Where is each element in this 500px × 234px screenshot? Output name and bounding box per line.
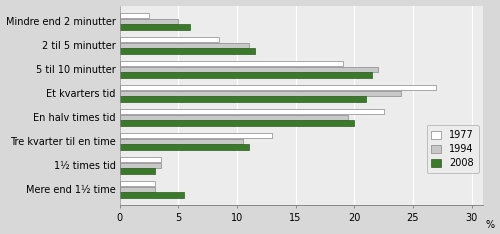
Bar bbox=[120, 37, 220, 42]
Bar bbox=[120, 109, 384, 114]
Bar bbox=[120, 192, 184, 198]
Bar bbox=[120, 66, 378, 72]
Bar bbox=[120, 96, 366, 102]
Text: %: % bbox=[485, 220, 494, 230]
Bar bbox=[120, 120, 354, 126]
Bar bbox=[120, 187, 155, 192]
Legend: 1977, 1994, 2008: 1977, 1994, 2008 bbox=[426, 125, 478, 173]
Bar bbox=[120, 133, 272, 138]
Bar bbox=[120, 48, 254, 54]
Bar bbox=[120, 115, 348, 120]
Bar bbox=[120, 13, 149, 18]
Bar bbox=[120, 168, 155, 174]
Bar bbox=[120, 181, 155, 186]
Bar bbox=[120, 18, 178, 24]
Bar bbox=[120, 72, 372, 78]
Bar bbox=[120, 85, 436, 90]
Bar bbox=[120, 144, 248, 150]
Bar bbox=[120, 139, 243, 144]
Bar bbox=[120, 157, 160, 162]
Bar bbox=[120, 43, 248, 48]
Bar bbox=[120, 91, 401, 96]
Bar bbox=[120, 163, 160, 168]
Bar bbox=[120, 24, 190, 29]
Bar bbox=[120, 61, 342, 66]
